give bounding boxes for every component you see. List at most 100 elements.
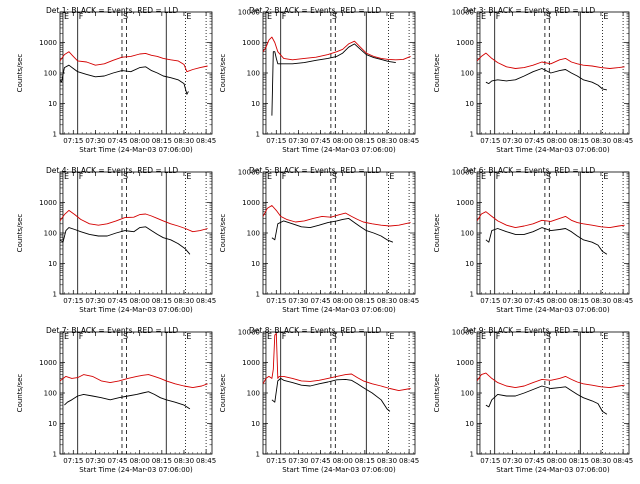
x-tick-label: 08:45 — [196, 137, 216, 145]
series-lld-line — [60, 209, 208, 233]
panel-title: Det 4: BLACK = Events, RED = LLD — [46, 166, 178, 175]
x-tick-label: 08:15 — [152, 137, 172, 145]
y-tick-label: 1 — [256, 451, 260, 459]
data-layer — [477, 372, 625, 415]
panel-title: Det 7: BLACK = Events, RED = LLD — [46, 326, 178, 335]
y-tick-label: 100 — [461, 390, 474, 398]
event-marker-label: E — [603, 12, 608, 21]
x-tick-label: 08:30 — [591, 457, 611, 465]
panel-det-3: Det 3: BLACK = Events, RED = LLD 1 10 100 10… — [433, 6, 633, 154]
plot-frame — [59, 331, 213, 455]
x-tick-label: 08:15 — [355, 137, 375, 145]
x-tick-label: 07:30 — [288, 297, 308, 305]
x-tick-label: 07:45 — [310, 137, 330, 145]
x-tick-label: 08:00 — [333, 457, 353, 465]
data-layer — [263, 332, 411, 412]
y-tick-label: 1000 — [39, 199, 57, 207]
x-tick-label: 08:45 — [196, 457, 216, 465]
y-tick-label: 1 — [53, 451, 57, 459]
x-tick-label: 07:45 — [107, 137, 127, 145]
data-layer — [60, 51, 208, 95]
event-marker-label: E — [603, 332, 608, 341]
x-axis-label: Start Time (24-Mar-03 07:06:00) — [496, 306, 610, 314]
series-lld-line — [477, 52, 625, 69]
y-tick-label: 1000 — [456, 199, 474, 207]
x-tick-label: 08:00 — [333, 297, 353, 305]
event-marker-label: F — [496, 332, 501, 341]
y-axis-label: Counts/sec — [219, 214, 227, 253]
x-tick-label: 08:45 — [399, 137, 419, 145]
x-tick-label: 08:15 — [569, 137, 589, 145]
data-layer — [60, 209, 208, 255]
panel-det-4: Det 4: BLACK = Events, RED = LLD 1 10 100 10… — [16, 166, 216, 314]
event-marker-label: F — [79, 172, 84, 181]
x-tick-label: 07:45 — [107, 457, 127, 465]
y-tick-label: 10 — [48, 420, 57, 428]
event-marker-label: F — [282, 12, 287, 21]
x-tick-label: 07:45 — [310, 297, 330, 305]
y-tick-label: 1 — [256, 291, 260, 299]
y-axis-label: Counts/sec — [16, 214, 24, 253]
series-events-line — [485, 385, 608, 415]
x-tick-label: 08:00 — [547, 297, 567, 305]
series-events-line — [60, 226, 191, 255]
y-tick-label: 1000 — [242, 359, 260, 367]
x-tick-label: 08:15 — [569, 297, 589, 305]
y-tick-label: 10000 — [452, 169, 474, 177]
data-layer — [60, 374, 208, 410]
series-lld-line — [263, 205, 411, 227]
series-lld-line — [477, 211, 625, 229]
panel-title: Det 1: BLACK = Events, RED = LLD — [46, 6, 178, 15]
event-marker-label: S — [332, 332, 337, 341]
event-marker-label: E — [481, 12, 486, 21]
y-tick-label: 1 — [256, 131, 260, 139]
y-tick-label: 100 — [247, 70, 260, 78]
series-events-line — [60, 64, 189, 95]
x-tick-label: 08:00 — [547, 457, 567, 465]
plot-frame — [476, 171, 630, 295]
series-events-line — [485, 68, 607, 91]
series-events-line — [271, 43, 396, 116]
plot-frame — [262, 331, 416, 455]
event-marker-label: E — [481, 172, 486, 181]
x-tick-label: 08:30 — [377, 297, 397, 305]
y-axis-label: Counts/sec — [16, 54, 24, 93]
x-tick-label: 08:30 — [591, 297, 611, 305]
series-events-line — [64, 391, 191, 410]
y-tick-label: 10 — [465, 100, 474, 108]
x-axis-label: Start Time (24-Mar-03 07:06:00) — [79, 466, 193, 474]
event-marker-label: F — [79, 12, 84, 21]
series-lld-line — [263, 332, 411, 392]
y-tick-label: 1000 — [456, 39, 474, 47]
y-tick-label: 10 — [465, 260, 474, 268]
x-tick-label: 08:30 — [174, 297, 194, 305]
panel-title: Det 6: BLACK = Events, RED = LLD — [463, 166, 595, 175]
x-tick-label: 08:45 — [613, 297, 633, 305]
event-marker-label: E — [603, 172, 608, 181]
event-marker-label: E — [186, 172, 191, 181]
x-tick-label: 08:45 — [399, 457, 419, 465]
event-marker-label: E — [389, 332, 394, 341]
event-marker-label: E — [389, 172, 394, 181]
x-tick-label: 07:45 — [107, 297, 127, 305]
y-tick-label: 10000 — [452, 329, 474, 337]
y-tick-label: 10000 — [238, 329, 260, 337]
event-marker-label: E — [64, 172, 69, 181]
y-tick-label: 1000 — [242, 199, 260, 207]
y-tick-label: 10 — [251, 420, 260, 428]
y-axis-label: Counts/sec — [433, 374, 441, 413]
series-lld-line — [263, 36, 411, 61]
x-tick-label: 08:00 — [130, 137, 150, 145]
panel-title: Det 9: BLACK = Events, RED = LLD — [463, 326, 595, 335]
event-marker-label: E — [389, 12, 394, 21]
x-tick-label: 07:15 — [63, 457, 83, 465]
event-marker-label: S — [123, 172, 128, 181]
y-tick-label: 10 — [48, 260, 57, 268]
series-lld-line — [60, 51, 208, 73]
x-tick-label: 07:45 — [524, 297, 544, 305]
y-tick-label: 100 — [461, 70, 474, 78]
event-marker-label: F — [79, 332, 84, 341]
event-marker-label: E — [186, 12, 191, 21]
plot-frame — [59, 171, 213, 295]
